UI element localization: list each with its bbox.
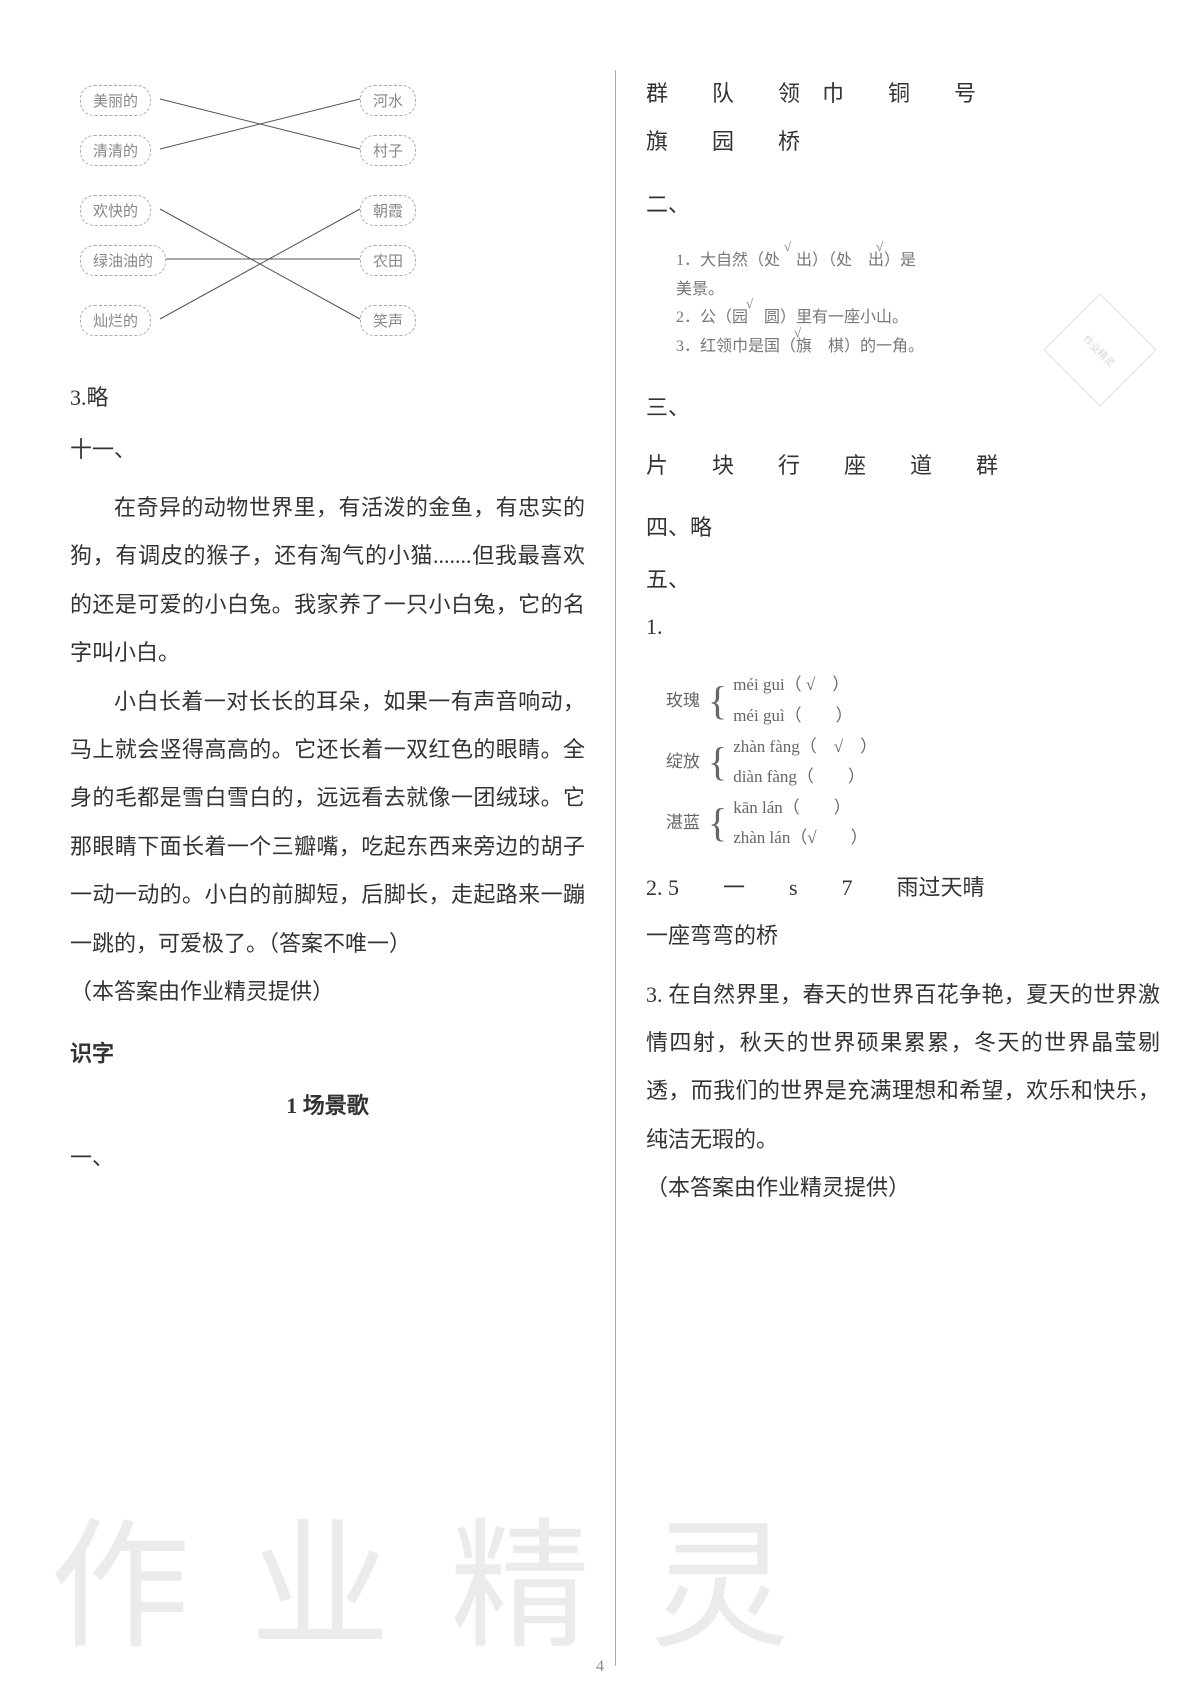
- five-2b-line: 一座弯弯的桥: [646, 912, 1160, 960]
- match-right-box: 朝霞: [360, 195, 416, 226]
- pinyin-row: 玫瑰 {méi gui（ √ ）méi guì（ ）: [666, 670, 1160, 731]
- credit-note-left: （本答案由作业精灵提供）: [70, 968, 585, 1016]
- ex2-check2: √: [746, 292, 753, 315]
- brace-icon: {: [708, 805, 727, 841]
- right-column: 作业精灵 群 队 领 巾 铜 号 旗 园 桥 二、 1．大自然（处 出）（处 出…: [615, 70, 1160, 1666]
- ex2-check3: √: [794, 321, 801, 344]
- section-five-label: 五、: [646, 562, 1160, 594]
- matching-diagram: 美丽的清清的欢快的绿油油的灿烂的 河水村子朝霞农田笑声: [70, 70, 430, 350]
- left-column: 美丽的清清的欢快的绿油油的灿烂的 河水村子朝霞农田笑声 3.略 十一、 在奇异的动…: [70, 70, 615, 1666]
- section-two-label: 二、: [646, 187, 1160, 219]
- match-right-box: 笑声: [360, 305, 416, 336]
- pinyin-option: zhàn fàng（ √ ）: [733, 732, 877, 763]
- five-2-line: 2. 5 一 s 7 雨过天晴: [646, 864, 1160, 912]
- match-right-box: 村子: [360, 135, 416, 166]
- pinyin-option: méi guì（ ）: [733, 701, 852, 732]
- section-eleven-label: 十一、: [70, 432, 585, 464]
- match-left-box: 灿烂的: [80, 305, 151, 336]
- paragraph-2: 小白长着一对长长的耳朵，如果一有声音响动，马上就会竖得高高的。它还长着一双红色的…: [70, 678, 585, 968]
- match-left-box: 欢快的: [80, 195, 151, 226]
- brace-icon: {: [708, 744, 727, 780]
- pinyin-option: méi gui（ √ ）: [733, 670, 852, 701]
- char-row-3: 片 块 行 座 道 群: [646, 442, 1160, 490]
- pinyin-option: diàn fàng（ ）: [733, 762, 877, 793]
- page-number: 4: [596, 1658, 604, 1676]
- pinyin-char: 玫瑰: [666, 686, 700, 717]
- pinyin-block: 玫瑰{méi gui（ √ ）méi guì（ ）绽放{zhàn fàng（ √…: [646, 660, 1160, 864]
- credit-note-right: （本答案由作业精灵提供）: [646, 1164, 1160, 1212]
- paragraph-1: 在奇异的动物世界里，有活泼的金鱼，有忠实的狗，有调皮的猴子，还有淘气的小猫...…: [70, 484, 585, 678]
- brace-icon: {: [708, 683, 727, 719]
- section-four-label: 四、略: [646, 510, 1160, 542]
- pinyin-options: zhàn fàng（ √ ）diàn fàng（ ）: [733, 732, 877, 793]
- five-3-paragraph: 3. 在自然界里，春天的世界百花争艳，夏天的世界激情四射，秋天的世界硕果累累，冬…: [646, 971, 1160, 1165]
- ex2-line2: 2．公（园 圆）里有一座小山。: [676, 309, 908, 326]
- char-row-2: 旗 园 桥: [646, 118, 1160, 166]
- match-left-box: 清清的: [80, 135, 151, 166]
- section-three-label: 三、: [646, 390, 1160, 422]
- char-row-1: 群 队 领 巾 铜 号: [646, 70, 1160, 118]
- match-left-box: 绿油油的: [80, 245, 166, 276]
- pinyin-options: kān lán（ ）zhàn lán（√ ）: [733, 793, 867, 854]
- question-3-label: 3.略: [70, 380, 585, 412]
- match-left-box: 美丽的: [80, 85, 151, 116]
- pinyin-row: 绽放 {zhàn fàng（ √ ）diàn fàng（ ）: [666, 732, 1160, 793]
- pinyin-options: méi gui（ √ ）méi guì（ ）: [733, 670, 852, 731]
- lesson-title: 1 场景歌: [70, 1088, 585, 1120]
- pinyin-char: 绽放: [666, 747, 700, 778]
- section-one-label: 一、: [70, 1140, 585, 1172]
- match-right-box: 农田: [360, 245, 416, 276]
- pinyin-row: 湛蓝 {kān lán（ ）zhàn lán（√ ）: [666, 793, 1160, 854]
- ex2-check1b: √: [876, 235, 883, 258]
- pinyin-option: kān lán（ ）: [733, 793, 867, 824]
- shizi-heading: 识字: [70, 1036, 585, 1068]
- pinyin-option: zhàn lán（√ ）: [733, 823, 867, 854]
- five-1-label: 1.: [646, 614, 1160, 640]
- ex2-check1a: √: [784, 235, 791, 258]
- match-right-box: 河水: [360, 85, 416, 116]
- pinyin-char: 湛蓝: [666, 808, 700, 839]
- exercise-two-block: 1．大自然（处 出）（处 出）是 √ √ 美景。 2．公（园 圆）里有一座小山。…: [646, 239, 1160, 370]
